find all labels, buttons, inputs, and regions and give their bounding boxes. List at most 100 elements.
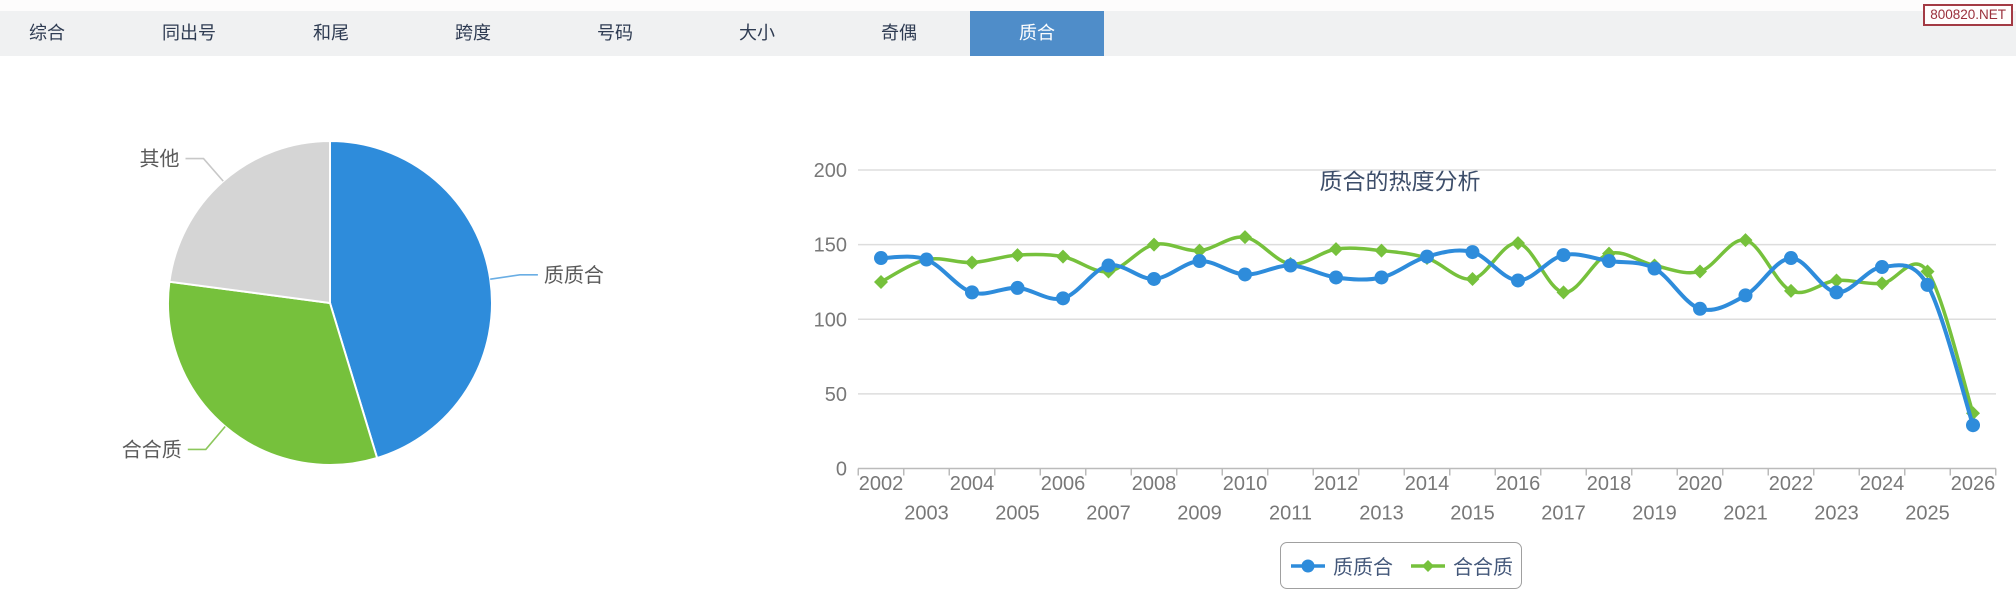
x-axis-label-2022: 2022	[1769, 473, 1814, 495]
y-axis-label-100: 100	[814, 309, 847, 331]
x-axis-label-2008: 2008	[1132, 473, 1177, 495]
line-chart-title: 质合的热度分析	[1319, 168, 1481, 194]
x-axis-label-2012: 2012	[1314, 473, 1359, 495]
data-point-合合质-2008[interactable]	[1147, 237, 1161, 252]
data-point-质质合-2011[interactable]	[1283, 258, 1298, 273]
data-point-合合质-2004[interactable]	[965, 255, 979, 270]
legend-marker-diamond-icon	[1411, 559, 1445, 572]
data-point-合合质-2012[interactable]	[1329, 242, 1343, 257]
data-point-合合质-2018[interactable]	[1602, 246, 1616, 261]
data-point-质质合-2025[interactable]	[1920, 277, 1935, 292]
data-point-合合质-2015[interactable]	[1465, 271, 1480, 286]
legend-marker-circle-icon	[1291, 559, 1325, 572]
x-axis-label-2016: 2016	[1496, 473, 1541, 495]
x-axis-label-2026: 2026	[1951, 473, 1996, 495]
tab-qiou[interactable]: 奇偶	[881, 23, 917, 43]
data-point-合合质-2016[interactable]	[1511, 236, 1525, 251]
data-point-质质合-2007[interactable]	[1101, 258, 1116, 273]
data-point-质质合-2003[interactable]	[919, 252, 934, 267]
x-axis-label-2021: 2021	[1723, 503, 1768, 525]
x-axis-label-2023: 2023	[1814, 503, 1859, 525]
data-point-合合质-2023[interactable]	[1829, 273, 1844, 288]
data-point-合合质-2017[interactable]	[1556, 285, 1571, 300]
x-axis-label-2019: 2019	[1632, 503, 1677, 525]
data-point-合合质-2002[interactable]	[874, 274, 888, 289]
data-point-合合质-2020[interactable]	[1693, 264, 1707, 279]
pie-leader-hehezhi	[187, 425, 226, 451]
x-axis-label-2024: 2024	[1860, 473, 1905, 495]
y-axis-label-50: 50	[825, 384, 847, 406]
data-point-质质合-2023[interactable]	[1829, 285, 1844, 300]
pie-leader-zhizhihe	[490, 274, 538, 280]
tab-haoma[interactable]: 号码	[597, 23, 633, 43]
data-point-质质合-2008[interactable]	[1147, 271, 1161, 286]
data-point-质质合-2024[interactable]	[1875, 260, 1889, 275]
x-axis-label-2006: 2006	[1041, 473, 1086, 495]
data-point-质质合-2012[interactable]	[1329, 270, 1343, 285]
data-point-合合质-2010[interactable]	[1238, 230, 1252, 245]
legend-label: 合合质	[1453, 557, 1513, 579]
line-chart: 0 50 100 150 200 2002200320042005200620072008…	[814, 160, 1997, 525]
pie-leader-qita	[185, 157, 224, 182]
y-axis-label-150: 150	[814, 235, 847, 257]
data-point-合合质-2013[interactable]	[1374, 243, 1389, 258]
pie-label-zhizhihe: 质质合	[544, 264, 604, 287]
data-point-质质合-2019[interactable]	[1647, 261, 1662, 276]
pie-label-hehezhi: 合合质	[122, 438, 182, 461]
data-point-质质合-2010[interactable]	[1238, 267, 1252, 282]
data-point-质质合-2004[interactable]	[965, 285, 979, 300]
data-point-质质合-2016[interactable]	[1511, 273, 1525, 288]
data-point-合合质-2024[interactable]	[1875, 276, 1889, 291]
tab-daxiao[interactable]: 大小	[739, 23, 775, 43]
data-point-合合质-2022[interactable]	[1784, 283, 1798, 298]
x-axis-label-2013: 2013	[1359, 503, 1404, 525]
data-point-合合质-2006[interactable]	[1056, 249, 1070, 264]
data-point-合合质-2009[interactable]	[1192, 243, 1207, 258]
data-point-合合质-2005[interactable]	[1010, 248, 1025, 263]
x-axis-label-2017: 2017	[1541, 503, 1586, 525]
legend-label: 质质合	[1333, 557, 1393, 579]
data-point-质质合-2013[interactable]	[1374, 270, 1389, 285]
chart-legend: 质质合 合合质	[1280, 542, 1522, 589]
data-point-质质合-2014[interactable]	[1420, 249, 1434, 264]
x-axis-label-2009: 2009	[1177, 503, 1222, 525]
data-point-质质合-2002[interactable]	[874, 251, 888, 266]
x-axis-label-2004: 2004	[950, 473, 995, 495]
data-point-质质合-2020[interactable]	[1693, 301, 1707, 316]
data-point-质质合-2021[interactable]	[1738, 288, 1753, 303]
x-axis-label-2014: 2014	[1405, 473, 1450, 495]
tab-zonghe[interactable]: 综合	[29, 23, 65, 43]
y-axis-label-0: 0	[836, 459, 847, 481]
x-axis-label-2005: 2005	[995, 503, 1040, 525]
tab-hewei[interactable]: 和尾	[313, 23, 349, 43]
pie-slice-hehezhi[interactable]	[166, 280, 379, 466]
x-axis-label-2011: 2011	[1269, 503, 1312, 525]
data-point-合合质-2025[interactable]	[1920, 264, 1935, 279]
y-axis-label-200: 200	[814, 160, 847, 182]
data-point-质质合-2017[interactable]	[1556, 248, 1571, 263]
pie-slice-qita[interactable]	[168, 139, 331, 305]
data-point-合合质-2021[interactable]	[1738, 233, 1753, 248]
legend-item-合合质[interactable]: 合合质	[1409, 551, 1513, 580]
data-point-质质合-2015[interactable]	[1465, 245, 1480, 260]
tab-kuadu[interactable]: 跨度	[455, 23, 491, 43]
legend-item-质质合[interactable]: 质质合	[1289, 551, 1393, 580]
data-point-质质合-2009[interactable]	[1192, 254, 1207, 269]
data-point-质质合-2005[interactable]	[1010, 280, 1025, 295]
x-axis-label-2010: 2010	[1223, 473, 1268, 495]
x-axis-label-2007: 2007	[1086, 503, 1131, 525]
data-point-质质合-2026[interactable]	[1966, 418, 1980, 433]
data-point-质质合-2022[interactable]	[1784, 251, 1798, 266]
data-point-质质合-2006[interactable]	[1056, 291, 1070, 306]
x-axis-label-2025: 2025	[1905, 503, 1950, 525]
x-axis-label-2003: 2003	[904, 503, 949, 525]
data-point-质质合-2018[interactable]	[1602, 254, 1616, 269]
tab-bar: 综合 同出号 和尾 跨度 号码 大小 奇偶 质合	[0, 11, 2016, 56]
top-strip	[0, 0, 2016, 11]
tab-tongchuhao[interactable]: 同出号	[162, 23, 216, 43]
x-axis-label-2002: 2002	[859, 473, 904, 495]
tab-zhihe[interactable]: 质合	[970, 11, 1104, 56]
site-watermark: 800820.NET	[1923, 4, 2013, 26]
